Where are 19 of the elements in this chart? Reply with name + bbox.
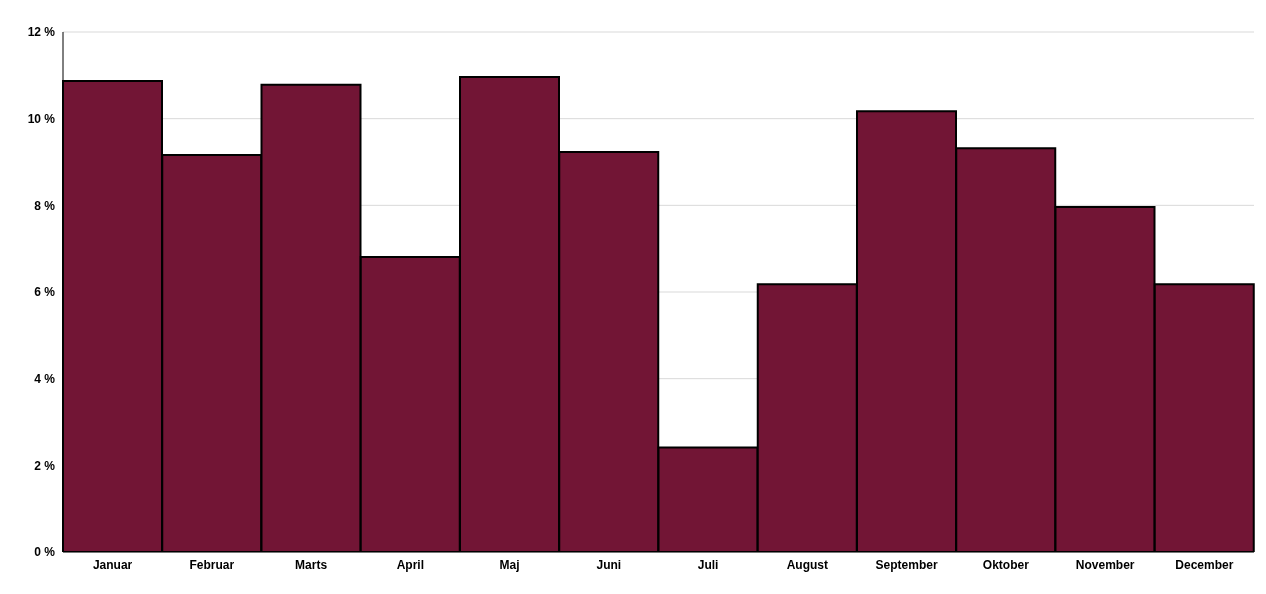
y-tick-label: 4 % xyxy=(34,371,56,386)
x-tick-label: November xyxy=(1075,557,1135,572)
x-tick-label: Marts xyxy=(295,557,328,572)
y-tick-label: 2 % xyxy=(34,458,56,473)
x-tick-label: Januar xyxy=(92,557,133,572)
x-tick-label: September xyxy=(875,557,938,572)
x-tick-label: Juli xyxy=(697,557,719,572)
y-tick-label: 0 % xyxy=(34,545,56,560)
y-tick-label: 8 % xyxy=(34,198,56,213)
y-tick-label: 6 % xyxy=(34,285,56,300)
x-tick-label: Oktober xyxy=(982,557,1030,572)
x-tick-label: Maj xyxy=(499,557,520,572)
x-tick-label: December xyxy=(1175,557,1234,572)
x-tick-label: Februar xyxy=(189,557,235,572)
x-tick-label: Juni xyxy=(596,557,622,572)
y-tick-label: 12 % xyxy=(27,25,56,40)
x-tick-label: August xyxy=(786,557,829,572)
x-tick-label: April xyxy=(396,557,425,572)
y-tick-label: 10 % xyxy=(27,111,56,126)
